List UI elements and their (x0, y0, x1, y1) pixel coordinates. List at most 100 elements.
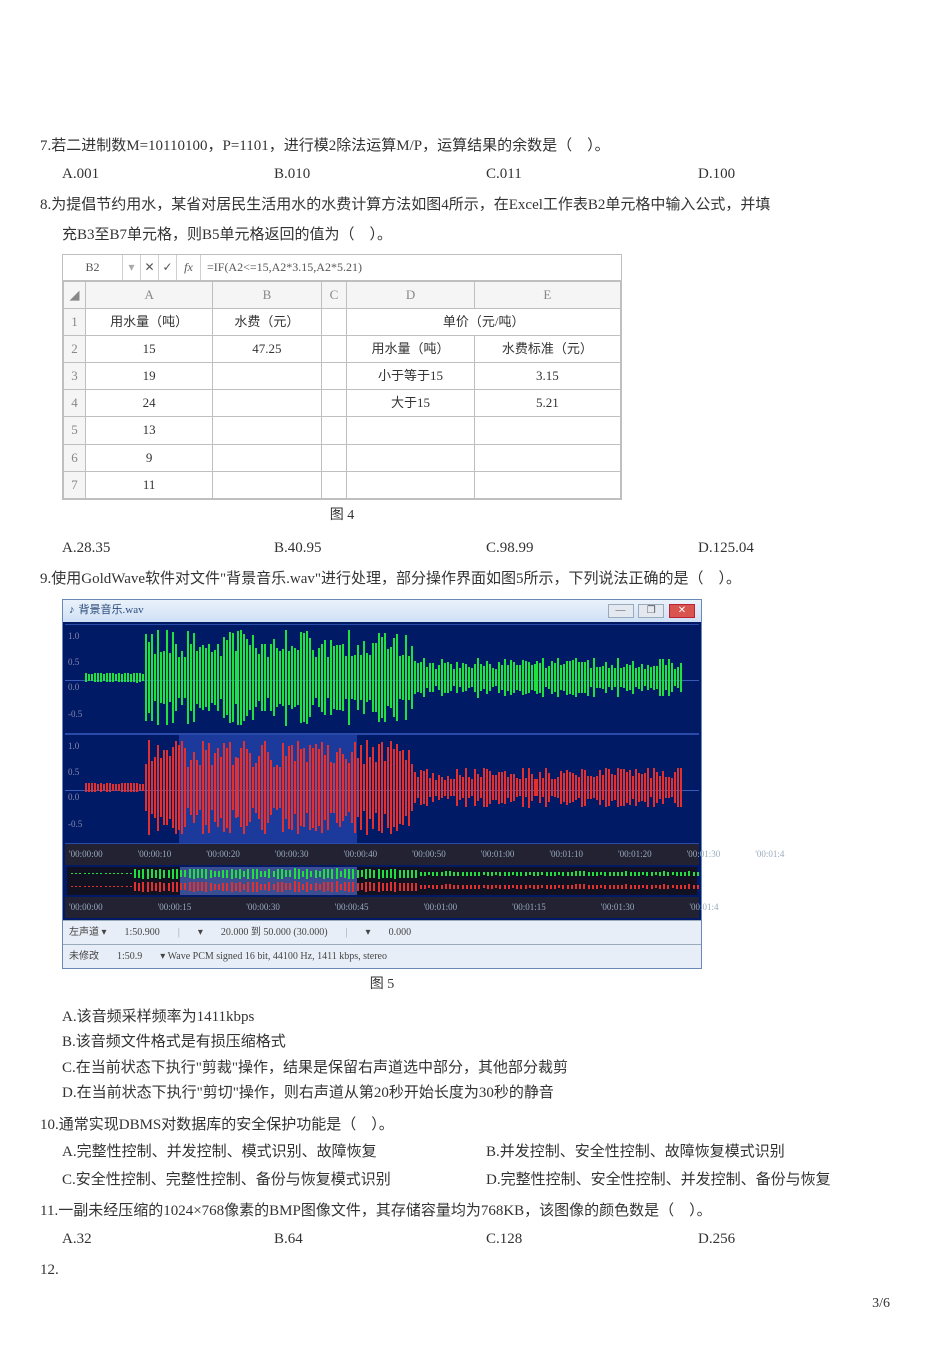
q9-opt-b: B.该音频文件格式是有损压缩格式 (40, 1030, 910, 1056)
q7-opt-b: B.010 (274, 162, 486, 188)
cell[interactable]: 5.21 (474, 390, 620, 417)
duration: 1:50.9 (117, 948, 142, 965)
window-title: 背景音乐.wav (79, 601, 144, 620)
col-b[interactable]: B (213, 282, 321, 309)
modified-status: 未修改 (69, 948, 99, 965)
cell[interactable] (347, 471, 474, 498)
name-box[interactable]: B2 (63, 255, 123, 280)
cell[interactable] (213, 417, 321, 444)
selection-range: 20.000 到 50.000 (30.000) (221, 924, 328, 941)
cell[interactable]: 单价（元/吨） (347, 309, 621, 336)
q8-opt-d: D.125.04 (698, 536, 910, 562)
q8-opt-a: A.28.35 (62, 536, 274, 562)
cell[interactable]: 9 (86, 444, 213, 471)
titlebar: ♪ 背景音乐.wav — ❐ ✕ (63, 600, 701, 622)
col-d[interactable]: D (347, 282, 474, 309)
cell[interactable]: 用水量（吨） (347, 336, 474, 363)
q7-opt-c: C.011 (486, 162, 698, 188)
cell[interactable] (474, 471, 620, 498)
status-bar-2: 未修改 1:50.9 ▾ Wave PCM signed 16 bit, 441… (63, 944, 701, 968)
cell[interactable] (213, 390, 321, 417)
cell[interactable]: 47.25 (213, 336, 321, 363)
cell[interactable]: 15 (86, 336, 213, 363)
left-channel-track[interactable]: 1.00.50.0-0.5 (65, 624, 699, 734)
fx-icon[interactable]: fx (177, 255, 201, 280)
cell[interactable]: 24 (86, 390, 213, 417)
format-info: ▾ Wave PCM signed 16 bit, 44100 Hz, 1411… (160, 948, 387, 965)
zero-value: 0.000 (389, 924, 412, 941)
row-header[interactable]: 5 (64, 417, 86, 444)
cell[interactable] (213, 444, 321, 471)
q11-opt-c: C.128 (486, 1227, 698, 1253)
cell[interactable] (213, 363, 321, 390)
formula-input[interactable]: =IF(A2<=15,A2*3.15,A2*5.21) (201, 257, 621, 277)
q10-options: A.完整性控制、并发控制、模式识别、故障恢复 B.并发控制、安全性控制、故障恢复… (40, 1140, 910, 1193)
cell[interactable] (321, 417, 347, 444)
cell[interactable]: 小于等于15 (347, 363, 474, 390)
q8-line2: 充B3至B7单元格，则B5单元格返回的值为（ ）。 (40, 223, 910, 249)
app-icon: ♪ (69, 601, 75, 620)
row-header[interactable]: 3 (64, 363, 86, 390)
q10-opt-c: C.安全性控制、完整性控制、备份与恢复模式识别 (62, 1168, 486, 1194)
cell[interactable] (321, 309, 347, 336)
row-header[interactable]: 1 (64, 309, 86, 336)
q8-opt-c: C.98.99 (486, 536, 698, 562)
cell[interactable] (347, 417, 474, 444)
q9-opt-d: D.在当前状态下执行"剪切"操作，则右声道从第20秒开始长度为30秒的静音 (40, 1081, 910, 1107)
cell[interactable]: 水费标准（元） (474, 336, 620, 363)
cell[interactable] (347, 444, 474, 471)
q10-opt-a: A.完整性控制、并发控制、模式识别、故障恢复 (62, 1140, 486, 1166)
q11-opt-d: D.256 (698, 1227, 910, 1253)
q11-opt-a: A.32 (62, 1227, 274, 1253)
maximize-icon[interactable]: ❐ (638, 604, 664, 618)
excel-grid: ◢ A B C D E 1用水量（吨）水费（元）单价（元/吨）21547.25用… (63, 281, 621, 499)
row-header[interactable]: 6 (64, 444, 86, 471)
cell[interactable] (474, 444, 620, 471)
goldwave-window: ♪ 背景音乐.wav — ❐ ✕ 1.00.50.0-0.5 1.00.50.0… (62, 599, 702, 970)
row-header[interactable]: 2 (64, 336, 86, 363)
cell[interactable]: 水费（元） (213, 309, 321, 336)
col-c[interactable]: C (321, 282, 347, 309)
cancel-icon[interactable]: ✕ (141, 255, 159, 280)
cell[interactable] (213, 471, 321, 498)
status-bar: 左声道 ▾ 1:50.900 | ▾ 20.000 到 50.000 (30.0… (63, 920, 701, 944)
cell[interactable]: 3.15 (474, 363, 620, 390)
cell[interactable]: 大于15 (347, 390, 474, 417)
cell[interactable]: 11 (86, 471, 213, 498)
excel-figure: B2 ▾ ✕ ✓ fx =IF(A2<=15,A2*3.15,A2*5.21) … (62, 254, 622, 500)
col-a[interactable]: A (86, 282, 213, 309)
cell[interactable] (321, 363, 347, 390)
cell[interactable]: 用水量（吨） (86, 309, 213, 336)
q10-text: 10.通常实现DBMS对数据库的安全保护功能是（ ）。 (40, 1113, 910, 1139)
cell[interactable] (321, 336, 347, 363)
window-controls: — ❐ ✕ (606, 601, 696, 620)
cell[interactable]: 19 (86, 363, 213, 390)
cursor-time: 1:50.900 (125, 924, 160, 941)
q8-options: A.28.35 B.40.95 C.98.99 D.125.04 (40, 536, 910, 562)
right-channel-track[interactable]: 1.00.50.0-0.5 (65, 734, 699, 844)
close-icon[interactable]: ✕ (669, 604, 695, 618)
cell[interactable] (321, 444, 347, 471)
page-number: 3/6 (872, 1292, 890, 1316)
waveform-area[interactable]: 1.00.50.0-0.5 1.00.50.0-0.5 '00:00:00'00… (63, 622, 701, 921)
channel-selector[interactable]: 左声道 ▾ (69, 924, 107, 941)
row-header[interactable]: 7 (64, 471, 86, 498)
dropdown-icon[interactable]: ▾ (123, 255, 141, 280)
sel2-dropdown-icon[interactable]: ▾ (366, 924, 371, 941)
corner-cell[interactable]: ◢ (64, 282, 86, 309)
cell[interactable] (474, 417, 620, 444)
q9-text: 9.使用GoldWave软件对文件"背景音乐.wav"进行处理，部分操作界面如图… (40, 567, 910, 593)
q7-opt-d: D.100 (698, 162, 910, 188)
formula-bar: B2 ▾ ✕ ✓ fx =IF(A2<=15,A2*3.15,A2*5.21) (63, 255, 621, 281)
cell[interactable] (321, 390, 347, 417)
cell[interactable] (321, 471, 347, 498)
col-e[interactable]: E (474, 282, 620, 309)
enter-icon[interactable]: ✓ (159, 255, 177, 280)
overview-track[interactable] (67, 867, 697, 895)
row-header[interactable]: 4 (64, 390, 86, 417)
cell[interactable]: 13 (86, 417, 213, 444)
sel-dropdown-icon[interactable]: ▾ (198, 924, 203, 941)
minimize-icon[interactable]: — (608, 604, 634, 618)
q8-line1: 8.为提倡节约用水，某省对居民生活用水的水费计算方法如图4所示，在Excel工作… (40, 193, 910, 219)
q10-opt-d: D.完整性控制、安全性控制、并发控制、备份与恢复 (486, 1168, 910, 1194)
